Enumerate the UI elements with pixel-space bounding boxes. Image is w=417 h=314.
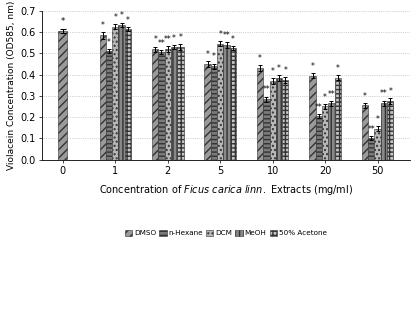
Text: *: *: [258, 54, 262, 63]
Text: *: *: [178, 33, 182, 42]
Bar: [374, 129, 381, 160]
Text: **: **: [158, 39, 166, 48]
Bar: [217, 44, 224, 160]
Text: **: **: [367, 125, 375, 134]
Text: *: *: [271, 67, 275, 76]
Bar: [316, 116, 322, 160]
Text: *: *: [101, 21, 105, 30]
Text: **: **: [315, 103, 323, 112]
Text: **: **: [164, 35, 172, 44]
Text: *: *: [283, 66, 287, 75]
Text: *: *: [336, 64, 340, 73]
X-axis label: Concentration of $\it{Ficus\ carica\ linn.}$ Extracts (mg/ml): Concentration of $\it{Ficus\ carica\ lin…: [99, 183, 353, 197]
Bar: [171, 47, 177, 160]
Bar: [276, 78, 282, 160]
Text: *: *: [107, 38, 111, 47]
Bar: [230, 48, 236, 160]
Bar: [106, 51, 112, 160]
Bar: [387, 101, 393, 160]
Bar: [165, 49, 171, 160]
Text: *: *: [363, 92, 367, 101]
Bar: [177, 47, 183, 160]
Bar: [112, 27, 118, 160]
Bar: [224, 45, 230, 160]
Bar: [269, 81, 276, 160]
Bar: [282, 80, 289, 160]
Bar: [58, 31, 67, 160]
Bar: [322, 106, 328, 160]
Bar: [362, 106, 368, 160]
Bar: [263, 99, 269, 160]
Text: *: *: [61, 18, 65, 26]
Text: *: *: [376, 115, 379, 124]
Text: *: *: [126, 16, 130, 25]
Bar: [211, 66, 217, 160]
Bar: [152, 49, 158, 160]
Bar: [125, 29, 131, 160]
Text: *: *: [212, 52, 216, 62]
Text: *: *: [206, 50, 210, 59]
Text: *: *: [113, 13, 117, 22]
Text: *: *: [120, 12, 123, 20]
Bar: [368, 138, 374, 160]
Bar: [100, 35, 106, 160]
Text: **: **: [380, 89, 388, 98]
Text: *: *: [388, 87, 392, 96]
Bar: [328, 103, 334, 160]
Text: *: *: [311, 62, 314, 71]
Text: **: **: [223, 31, 231, 40]
Text: *: *: [218, 30, 222, 39]
Bar: [309, 76, 316, 160]
Text: **: **: [327, 89, 335, 99]
Bar: [257, 68, 263, 160]
Text: **: **: [263, 85, 270, 95]
Text: *: *: [153, 35, 157, 45]
Bar: [118, 25, 125, 160]
Text: *: *: [172, 34, 176, 43]
Bar: [381, 103, 387, 160]
Legend: DMSO, n-Hexane, DCM, MeOH, 50% Acetone: DMSO, n-Hexane, DCM, MeOH, 50% Acetone: [122, 227, 330, 239]
Text: *: *: [231, 35, 235, 44]
Text: *: *: [277, 63, 281, 73]
Bar: [334, 78, 341, 160]
Bar: [204, 64, 211, 160]
Text: *: *: [323, 93, 327, 102]
Y-axis label: Violacein Concentration (OD585, nm): Violacein Concentration (OD585, nm): [7, 1, 16, 170]
Bar: [158, 52, 165, 160]
